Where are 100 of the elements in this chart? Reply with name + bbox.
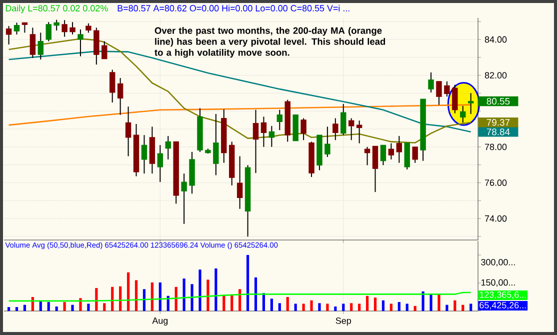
bar xyxy=(79,298,82,311)
x-tick-label: Sep xyxy=(336,318,351,326)
bar xyxy=(334,306,337,311)
candlestick xyxy=(324,126,330,158)
bar xyxy=(119,286,122,311)
candlestick xyxy=(165,135,171,160)
candlestick xyxy=(300,118,306,141)
bar xyxy=(190,284,194,311)
bar xyxy=(111,286,114,311)
bar xyxy=(182,278,186,311)
candlestick xyxy=(460,105,466,124)
bar xyxy=(103,303,106,311)
bar xyxy=(214,268,218,311)
candlestick xyxy=(86,22,92,34)
bar xyxy=(71,304,74,311)
candlestick xyxy=(452,84,458,114)
bar xyxy=(366,296,369,311)
y-tick-label: 82.00 xyxy=(484,72,507,78)
bar xyxy=(198,270,202,311)
bar xyxy=(350,303,353,311)
text: 150,00... xyxy=(481,279,515,287)
y-tick-label: 76.00 xyxy=(484,180,507,186)
bar xyxy=(390,304,392,311)
candlestick xyxy=(372,146,378,193)
candlestick xyxy=(364,146,370,166)
x-tick-label: Aug xyxy=(152,318,168,326)
bar xyxy=(278,303,281,311)
bar xyxy=(134,280,138,311)
bar xyxy=(246,255,250,311)
candlestick xyxy=(78,28,84,57)
bar xyxy=(446,304,448,311)
bar xyxy=(294,304,297,311)
text: 300,00... xyxy=(481,258,515,266)
bar xyxy=(454,300,456,311)
text: 123,365,6... xyxy=(480,292,526,299)
bar xyxy=(15,307,18,311)
bar xyxy=(23,304,26,311)
y-tick-label: 78.00 xyxy=(484,144,507,150)
candlestick xyxy=(260,116,267,148)
candlestick xyxy=(110,69,116,104)
candlestick xyxy=(356,120,362,144)
bar xyxy=(462,304,464,311)
bar xyxy=(318,303,321,311)
bar xyxy=(150,282,154,311)
text: 80.55 xyxy=(486,98,510,105)
bar xyxy=(39,300,42,311)
bar xyxy=(398,302,400,311)
bar xyxy=(87,304,90,311)
candlestick xyxy=(348,118,354,141)
bar xyxy=(206,280,210,311)
candlestick xyxy=(388,142,394,160)
candlestick xyxy=(340,103,346,136)
bar xyxy=(158,282,162,311)
bar xyxy=(126,272,130,311)
candlestick xyxy=(380,144,386,166)
candlestick xyxy=(38,32,44,60)
bar xyxy=(326,304,329,311)
bar xyxy=(47,302,50,311)
data-label: 79.37 xyxy=(486,119,510,126)
bar xyxy=(254,277,258,311)
bar xyxy=(238,289,242,311)
bar xyxy=(374,298,377,311)
bar xyxy=(438,294,440,311)
bar xyxy=(430,294,432,311)
candlestick xyxy=(46,22,52,42)
bar xyxy=(270,298,273,311)
bar xyxy=(63,302,66,311)
candlestick xyxy=(468,92,474,114)
annotation: Over the past two months, the 200-day MA (orange line) has been a very pivotal level. This should lead to a high volatility move soon. xyxy=(154,27,386,58)
line-series xyxy=(8,50,472,133)
bar xyxy=(422,291,424,311)
candlestick xyxy=(236,156,243,210)
candlestick xyxy=(276,109,282,131)
candlestick xyxy=(252,109,259,174)
line-series xyxy=(8,104,472,126)
candlestick xyxy=(428,72,434,93)
bar xyxy=(142,289,146,311)
candlestick xyxy=(54,19,60,32)
candlestick xyxy=(332,118,338,141)
bar xyxy=(174,286,178,311)
candlestick xyxy=(181,173,187,224)
candlestick xyxy=(213,113,219,176)
candlestick xyxy=(22,22,28,34)
bar xyxy=(406,304,408,311)
candlestick xyxy=(436,80,442,106)
bar xyxy=(414,306,416,311)
text: 65,425,26... xyxy=(480,302,526,310)
candlestick xyxy=(268,125,275,148)
chart-subtitle: B=80.57 A=80.62 O=0.00 Hi=0.00 Lo=0.00 C=80.55 V=i ... xyxy=(118,4,350,12)
y-tick-label: 84.00 xyxy=(484,36,507,43)
candlestick xyxy=(444,80,450,98)
candlestick xyxy=(94,27,100,66)
bar xyxy=(342,304,345,311)
candlestick xyxy=(14,22,20,35)
candlestick xyxy=(117,77,124,116)
bar xyxy=(95,288,98,311)
y-tick-label: 74.00 xyxy=(484,215,507,222)
bar xyxy=(55,306,58,311)
candlestick xyxy=(62,20,68,38)
candlestick xyxy=(396,135,402,164)
